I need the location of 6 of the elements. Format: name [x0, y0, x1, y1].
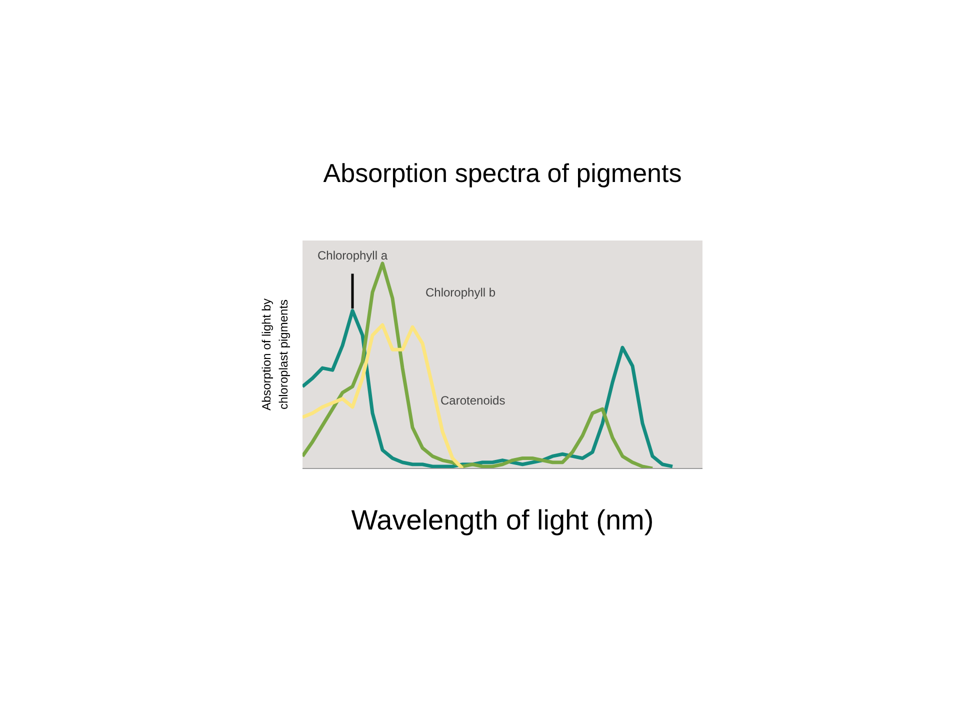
- text: Chlorophyll b: [426, 286, 496, 300]
- text: Chlorophyll a: [317, 248, 388, 263]
- y-axis-title: Absorption of light by chloroplast pigments: [260, 298, 290, 411]
- x-axis-title: Wavelength of light (nm): [351, 504, 654, 536]
- chart-title: Absorption spectra of pigments: [323, 158, 682, 188]
- series-label: Carotenoids: [440, 394, 506, 408]
